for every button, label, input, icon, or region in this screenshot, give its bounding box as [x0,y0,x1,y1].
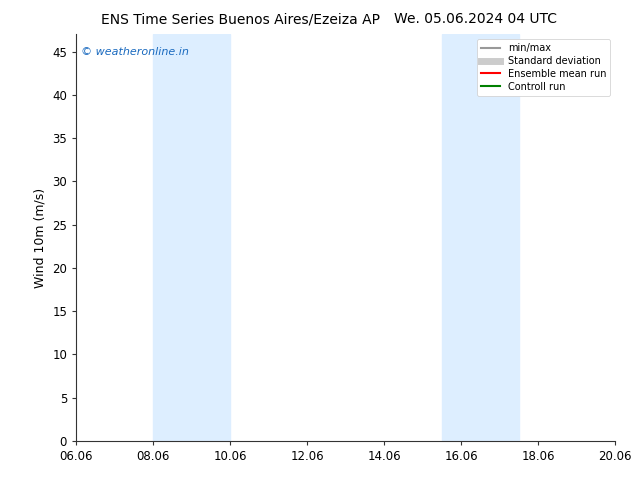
Y-axis label: Wind 10m (m/s): Wind 10m (m/s) [34,188,47,288]
Bar [153,34,230,441]
Bar [442,34,519,441]
Legend: min/max, Standard deviation, Ensemble mean run, Controll run: min/max, Standard deviation, Ensemble me… [477,39,610,96]
Text: We. 05.06.2024 04 UTC: We. 05.06.2024 04 UTC [394,12,557,26]
Text: ENS Time Series Buenos Aires/Ezeiza AP: ENS Time Series Buenos Aires/Ezeiza AP [101,12,380,26]
Text: © weatheronline.in: © weatheronline.in [81,47,190,56]
